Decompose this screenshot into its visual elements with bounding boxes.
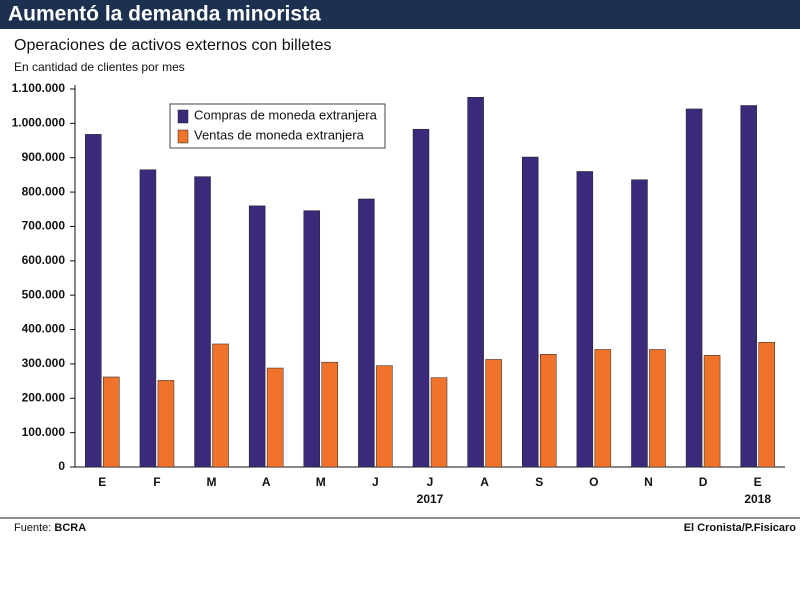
bar <box>358 198 375 468</box>
bar <box>103 376 120 468</box>
source: Fuente: BCRA <box>14 522 86 534</box>
bar <box>139 169 157 468</box>
y-tick-label: 600.000 <box>22 253 66 267</box>
y-tick-label: 900.000 <box>22 150 66 164</box>
bar <box>85 134 102 468</box>
x-tick-label: M <box>316 475 326 489</box>
y-tick-label: 1.000.000 <box>12 116 66 130</box>
credit: El Cronista/P.Fisicaro <box>684 522 797 534</box>
legend-box <box>169 103 386 149</box>
bar <box>266 367 284 468</box>
bar <box>758 342 775 468</box>
x-tick-label: J <box>427 475 434 489</box>
legend-swatch <box>177 109 189 124</box>
legend-label: Ventas de moneda extranjera <box>194 127 365 142</box>
x-tick-label: A <box>480 475 489 489</box>
y-tick-label: 700.000 <box>22 219 66 233</box>
y-tick-label: 400.000 <box>22 322 66 336</box>
bar <box>521 156 539 468</box>
bar <box>157 380 175 468</box>
bar <box>649 349 666 468</box>
y-tick-label: 1.100.000 <box>12 81 66 95</box>
bar <box>703 355 721 468</box>
bar <box>576 171 594 468</box>
title-bar <box>0 0 800 29</box>
bar <box>212 343 229 468</box>
x-tick-label: A <box>262 475 271 489</box>
x-tick-label: J <box>372 475 379 489</box>
y-tick-label: 800.000 <box>22 184 66 198</box>
bar <box>248 205 266 468</box>
x-tick-label: O <box>589 475 598 489</box>
y-tick-label: 500.000 <box>22 287 66 301</box>
bar <box>194 176 211 468</box>
x-tick-label: F <box>153 475 160 489</box>
bar <box>412 128 430 468</box>
chart-subtitle: Operaciones de activos externos con bill… <box>14 37 332 54</box>
y-tick-label: 0 <box>58 459 65 473</box>
y-tick-label: 200.000 <box>22 390 66 404</box>
bar <box>430 377 448 468</box>
bar <box>303 210 321 468</box>
x-tick-label: S <box>535 475 543 489</box>
bar <box>485 359 502 468</box>
y-tick-label: 100.000 <box>22 425 66 439</box>
y-axis-label: En cantidad de clientes por mes <box>14 60 185 74</box>
x-tick-label: M <box>207 475 217 489</box>
year-label: 2018 <box>744 492 771 506</box>
bar <box>685 108 703 468</box>
chart-title: Aumentó la demanda minorista <box>8 3 321 26</box>
source-name: BCRA <box>54 522 86 534</box>
bar <box>467 96 484 468</box>
bar <box>631 179 648 468</box>
source-label: Fuente: <box>14 522 51 534</box>
bar <box>740 105 757 468</box>
x-tick-label: N <box>644 475 653 489</box>
bar <box>376 365 393 468</box>
bar <box>539 354 557 468</box>
legend-swatch <box>177 129 189 144</box>
y-tick-label: 300.000 <box>22 356 66 370</box>
x-tick-label: E <box>754 475 762 489</box>
x-tick-label: D <box>699 475 708 489</box>
bar <box>321 361 339 468</box>
legend-label: Compras de moneda extranjera <box>194 107 378 122</box>
x-tick-label: E <box>98 475 106 489</box>
bar <box>594 349 612 468</box>
year-label: 2017 <box>417 492 444 506</box>
